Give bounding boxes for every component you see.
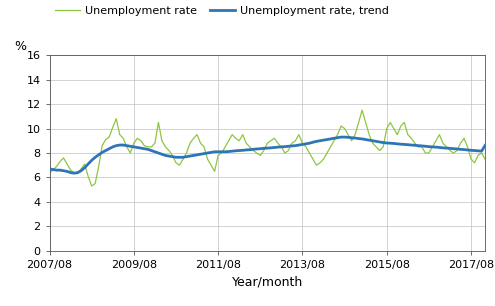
Unemployment rate, trend <box>71 171 77 175</box>
Unemployment rate <box>162 145 168 149</box>
Line: Unemployment rate, trend: Unemployment rate, trend <box>50 137 485 173</box>
Unemployment rate, trend <box>482 144 488 147</box>
Unemployment rate <box>430 145 436 149</box>
Unemployment rate <box>482 157 488 161</box>
Text: %: % <box>15 40 27 53</box>
Unemployment rate, trend <box>321 138 327 142</box>
Unemployment rate, trend <box>461 148 467 151</box>
Unemployment rate, trend <box>162 154 168 157</box>
Legend: Unemployment rate, Unemployment rate, trend: Unemployment rate, Unemployment rate, tr… <box>55 6 389 16</box>
Unemployment rate, trend <box>338 135 344 139</box>
Unemployment rate <box>47 171 52 174</box>
Unemployment rate <box>359 108 365 112</box>
X-axis label: Year/month: Year/month <box>232 275 303 289</box>
Unemployment rate <box>89 184 95 188</box>
Unemployment rate, trend <box>47 167 52 171</box>
Unemployment rate <box>461 136 467 140</box>
Unemployment rate <box>419 145 425 149</box>
Unemployment rate, trend <box>152 150 158 154</box>
Line: Unemployment rate: Unemployment rate <box>50 110 485 186</box>
Unemployment rate, trend <box>430 145 436 149</box>
Unemployment rate, trend <box>419 144 425 148</box>
Unemployment rate <box>321 157 327 161</box>
Unemployment rate <box>152 141 158 145</box>
